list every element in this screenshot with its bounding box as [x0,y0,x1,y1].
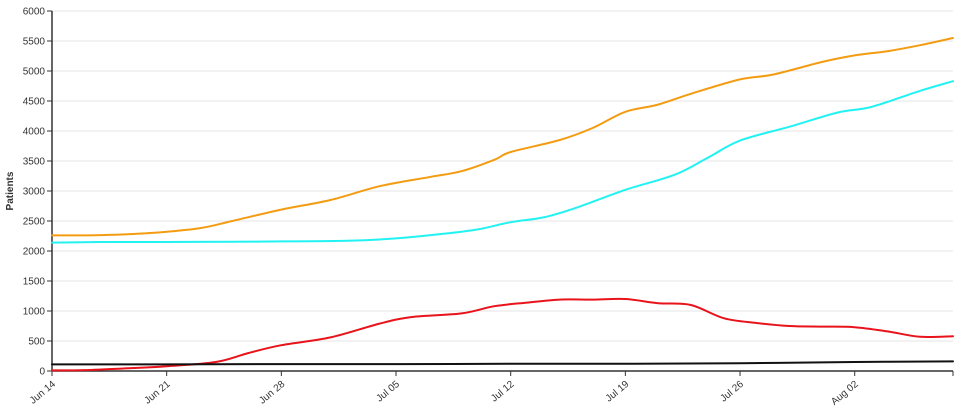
series-lines [51,37,954,372]
y-tick-label: 3500 [23,157,46,168]
y-axis-title: Patients [5,171,16,210]
y-tick-label: 5000 [23,67,46,78]
y-tick-label: 500 [28,337,45,348]
x-tick-label: Jul 12 [489,379,517,405]
y-tick-label: 2500 [23,217,46,228]
x-tick-label: Jul 26 [718,379,746,405]
grid-lines [52,10,953,342]
y-axis: 0 500 1000 1500 2000 2500 3000 3500 4000 4500 5000… [23,7,53,378]
x-tick-label: Jun 14 [28,379,58,407]
x-tick-label: Jul 05 [374,379,402,405]
y-tick-label: 3000 [23,187,46,198]
x-tick-label: Jul 19 [604,379,632,405]
series-line-1 [51,37,954,237]
series-line-4 [51,360,954,366]
y-tick-label: 5500 [23,37,46,48]
series-line-2 [51,80,954,244]
y-tick-label: 1000 [23,307,46,318]
y-tick-label: 0 [39,367,45,378]
y-tick-label: 4500 [23,97,46,108]
y-tick-label: 4000 [23,127,46,138]
y-tick-label: 1500 [23,277,46,288]
y-tick-label: 2000 [23,247,46,258]
x-tick-label: Aug 02 [829,379,861,408]
x-axis: Jun 14 Jun 21 Jun 28 Jul 05 Jul 12 Jul 19 Jul … [28,370,954,408]
series-line-3 [51,297,954,372]
y-tick-label: 6000 [23,7,46,18]
x-tick-label: Jun 21 [143,379,173,407]
x-tick-label: Jun 28 [257,379,287,407]
